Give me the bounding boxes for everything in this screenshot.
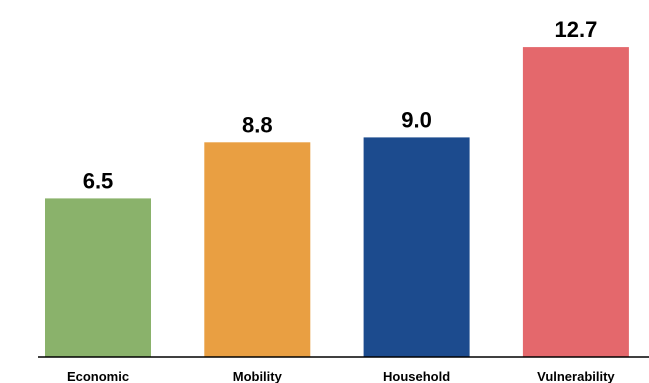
x-tick-label-economic: Economic — [67, 369, 129, 383]
value-labels-group: 6.5 8.8 9.0 12.7 — [83, 17, 598, 193]
x-tick-label-mobility: Mobility — [233, 369, 283, 383]
value-label-household: 9.0 — [401, 107, 432, 132]
x-tick-labels-group: Economic Mobility Household Vulnerability — [67, 369, 615, 383]
bar-mobility — [204, 142, 311, 357]
x-tick-label-household: Household — [383, 369, 450, 383]
value-label-economic: 6.5 — [83, 168, 114, 193]
x-tick-label-vulnerability: Vulnerability — [537, 369, 615, 383]
bar-economic — [45, 198, 151, 357]
value-label-vulnerability: 12.7 — [554, 17, 597, 42]
value-label-mobility: 8.8 — [242, 112, 273, 137]
bar-household — [363, 137, 470, 357]
bars-group — [45, 47, 629, 357]
bar-vulnerability — [522, 47, 629, 357]
